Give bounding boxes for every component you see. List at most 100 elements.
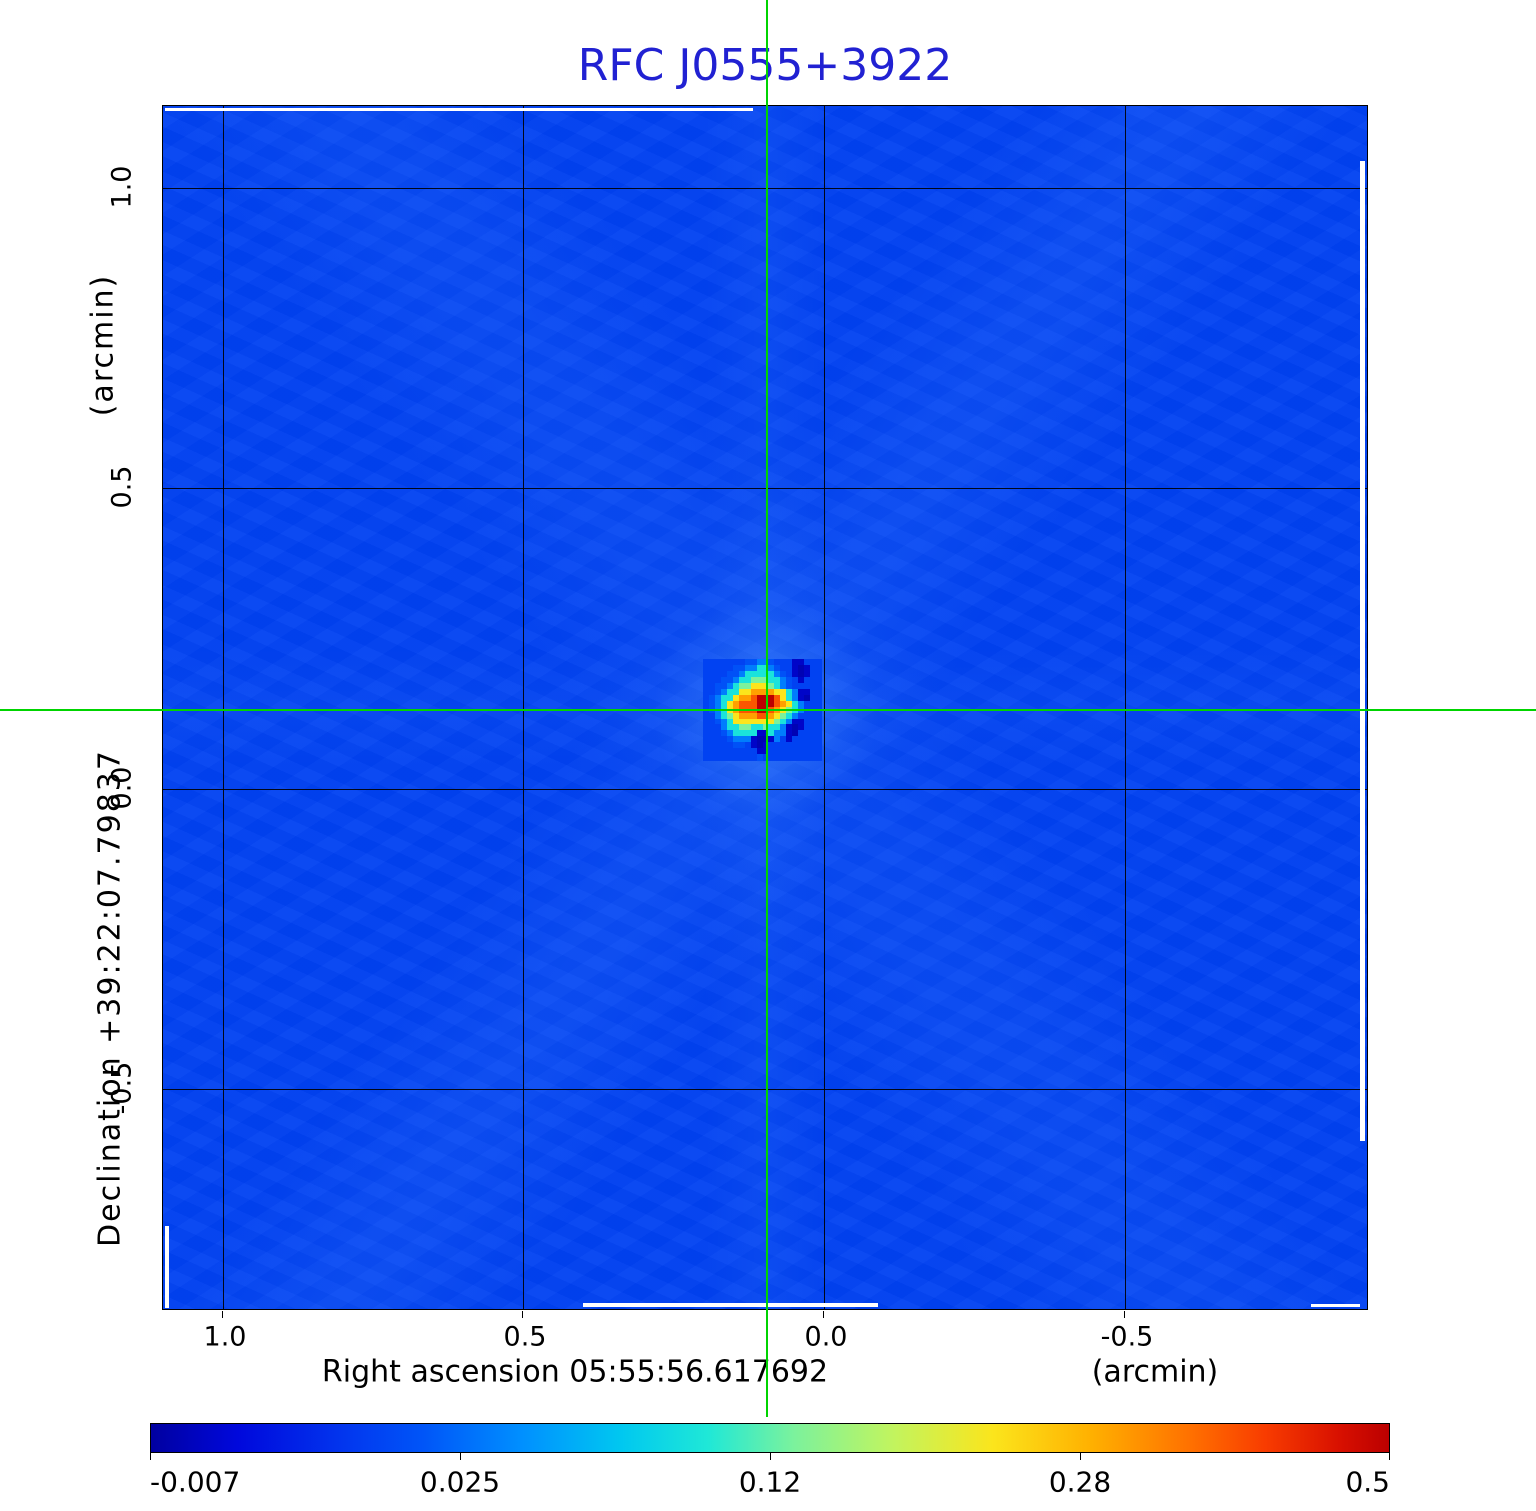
- source-pixel: [714, 700, 722, 707]
- source-pixel: [756, 730, 763, 737]
- colorbar-label-max: 0.5: [1345, 1465, 1390, 1499]
- source-pixel: [738, 688, 746, 696]
- source-pixel: [708, 700, 716, 707]
- source-pixel: [744, 748, 751, 755]
- source-pixel: [792, 754, 799, 761]
- source-pixel: [780, 694, 787, 702]
- source-pixel: [744, 736, 751, 743]
- source-pixel: [774, 718, 781, 725]
- source-pixel: [804, 682, 811, 690]
- x-axis-label: Right ascension 05:55:56.617692: [321, 1354, 829, 1390]
- source-pixel: [756, 724, 763, 731]
- source-pixel: [732, 742, 740, 749]
- source-pixel: [703, 664, 710, 672]
- source-pixel: [726, 736, 734, 743]
- source-pixel: [714, 724, 722, 731]
- grid-h-1.0: [163, 188, 1367, 189]
- source-pixel: [792, 659, 799, 666]
- source-pixel: [738, 700, 746, 707]
- source-pixel: [804, 724, 811, 731]
- source-pixel: [798, 712, 805, 719]
- source-pixel: [744, 718, 751, 725]
- source-pixel: [732, 754, 740, 761]
- colorbar-label-50: 0.12: [738, 1465, 802, 1499]
- source-pixel: [726, 676, 734, 684]
- source-pixel: [714, 730, 722, 737]
- source-pixel: [768, 730, 775, 737]
- source-pixel: [732, 730, 740, 737]
- source-pixel: [720, 694, 728, 702]
- source-pixel: [798, 742, 805, 749]
- source-pixel: [726, 688, 734, 696]
- source-pixel: [720, 676, 728, 684]
- source-pixel: [703, 688, 710, 696]
- source-pixel: [780, 688, 787, 696]
- source-pixel: [780, 730, 787, 737]
- source-pixel: [714, 682, 722, 690]
- map-edge-sliver-bottom-right: [1311, 1304, 1360, 1307]
- source-pixel: [804, 694, 811, 702]
- source-pixel: [786, 742, 793, 749]
- source-pixel: [816, 659, 823, 666]
- source-pixel: [714, 676, 722, 684]
- source-pixel: [810, 730, 817, 737]
- source-pixel: [720, 724, 728, 731]
- source-pixel: [792, 730, 799, 737]
- source-pixel: [720, 664, 728, 672]
- source-pixel: [780, 754, 787, 761]
- source-pixel: [732, 659, 740, 666]
- source-pixel: [750, 676, 757, 684]
- source-pixel: [816, 700, 823, 707]
- colorbar-label-min: -0.007: [150, 1465, 241, 1499]
- source-pixel: [798, 700, 805, 707]
- source-pixel: [810, 736, 817, 743]
- source-pixel: [720, 718, 728, 725]
- y-tick-0.0: 0.0: [106, 766, 138, 810]
- source-pixel: [756, 682, 763, 690]
- crosshair-vertical-line: [766, 0, 768, 1417]
- source-pixel: [810, 754, 817, 761]
- source-pixel: [703, 712, 710, 719]
- source-pixel: [762, 676, 769, 684]
- source-pixel: [762, 718, 769, 725]
- source-pixel: [756, 736, 763, 743]
- map-edge-sliver-right: [1360, 161, 1365, 1141]
- source-pixel: [798, 676, 805, 684]
- source-pixel: [768, 676, 775, 684]
- source-pixel: [810, 659, 817, 666]
- source-pixel: [750, 748, 757, 755]
- source-pixel: [703, 676, 710, 684]
- source-pixel: [726, 754, 734, 761]
- source-pixel: [750, 670, 757, 678]
- source-pixel: [708, 754, 716, 761]
- source-pixel: [780, 682, 787, 690]
- source-pixel: [720, 742, 728, 749]
- source-pixel: [816, 742, 823, 749]
- source-pixel: [726, 712, 734, 719]
- colorbar-tick-100: [1389, 1453, 1390, 1460]
- source-pixel: [816, 736, 823, 743]
- source-pixel: [786, 700, 793, 707]
- source-pixel: [804, 754, 811, 761]
- source-pixel: [708, 742, 716, 749]
- source-pixel: [703, 700, 710, 707]
- source-pixel: [774, 694, 781, 702]
- source-pixel: [762, 700, 769, 707]
- source-pixel: [750, 659, 757, 666]
- source-pixel: [720, 670, 728, 678]
- source-pixel: [720, 736, 728, 743]
- source-pixel: [738, 694, 746, 702]
- source-pixel: [708, 670, 716, 678]
- source-pixel: [750, 724, 757, 731]
- source-pixel: [810, 700, 817, 707]
- source-pixel: [756, 754, 763, 761]
- x-tick--0.5: -0.5: [1100, 1321, 1154, 1353]
- source-pixel: [804, 659, 811, 666]
- source-pixel: [804, 700, 811, 707]
- y-axis-unit-label: (arcmin): [85, 273, 121, 417]
- source-pixel: [792, 736, 799, 743]
- y-tick--0.5: -0.5: [106, 1061, 138, 1115]
- source-pixel: [732, 676, 740, 684]
- source-pixel: [786, 736, 793, 743]
